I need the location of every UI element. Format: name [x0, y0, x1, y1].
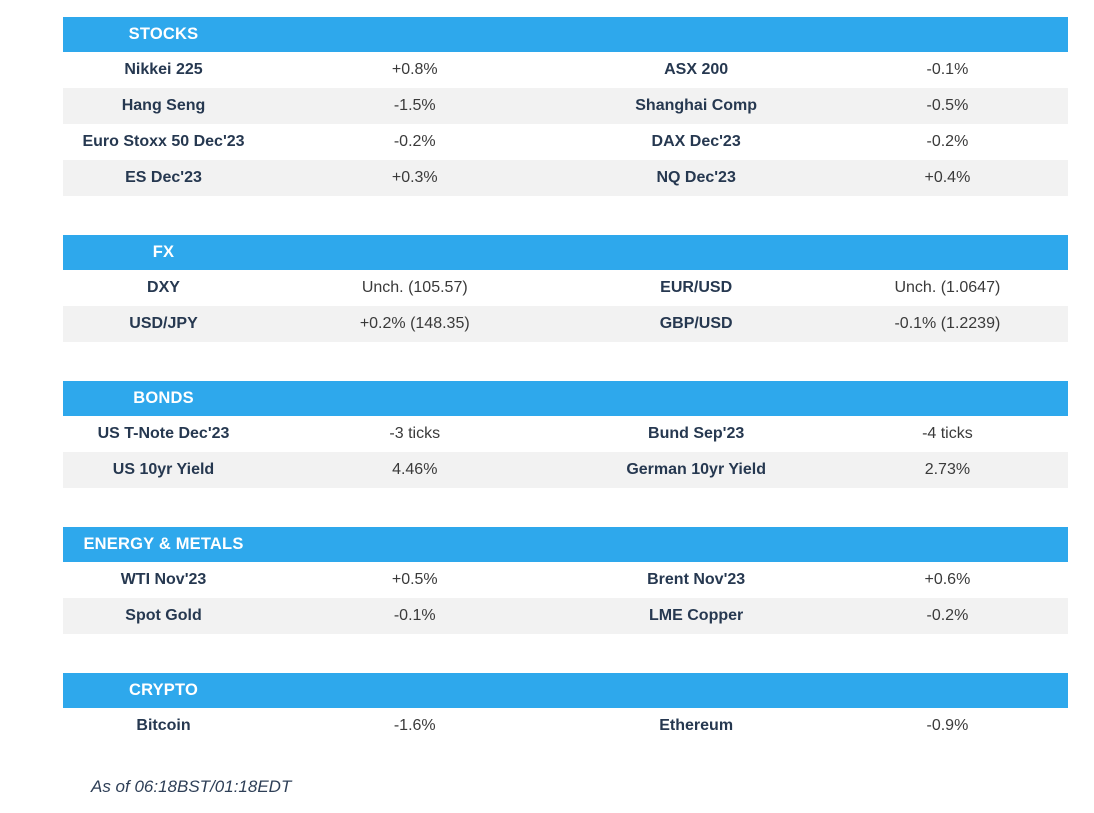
instrument-change: -0.2% [826, 124, 1068, 160]
instrument-name: Shanghai Comp [565, 88, 827, 124]
instrument-name: Bund Sep'23 [565, 416, 827, 452]
instrument-change: -1.5% [264, 88, 566, 124]
instrument-change: -0.1% (1.2239) [826, 306, 1068, 342]
table-row: Euro Stoxx 50 Dec'23 -0.2% DAX Dec'23 -0.2% [63, 124, 1068, 160]
instrument-change: +0.4% [826, 160, 1068, 196]
section-bonds: BONDS US T-Note Dec'23 -3 ticks Bund Sep'23… [63, 381, 1068, 488]
instrument-change: +0.8% [264, 52, 566, 88]
instrument-change: -0.1% [826, 52, 1068, 88]
instrument-change: -0.2% [264, 124, 566, 160]
instrument-name: USD/JPY [63, 306, 264, 342]
section-title: CRYPTO [63, 673, 264, 708]
section-header-bar [826, 17, 1068, 52]
section-title: STOCKS [63, 17, 264, 52]
section-title: ENERGY & METALS [63, 527, 264, 562]
section-fx: FX DXY Unch. (105.57) EUR/USD Unch. (1.0647)… [63, 235, 1068, 342]
section-header-bar [565, 527, 827, 562]
section-header: BONDS [63, 381, 1068, 416]
instrument-name: Ethereum [565, 708, 827, 744]
section-crypto: CRYPTO Bitcoin -1.6% Ethereum -0.9% [63, 673, 1068, 744]
section-header-bar [264, 527, 566, 562]
section-header: STOCKS [63, 17, 1068, 52]
instrument-name: NQ Dec'23 [565, 160, 827, 196]
table-row: USD/JPY +0.2% (148.35) GBP/USD -0.1% (1.223… [63, 306, 1068, 342]
instrument-name: Brent Nov'23 [565, 562, 827, 598]
section-title: FX [63, 235, 264, 270]
sections-container: STOCKS Nikkei 225 +0.8% ASX 200 -0.1% Hang Se… [63, 17, 1094, 744]
instrument-name: Spot Gold [63, 598, 264, 634]
instrument-name: DAX Dec'23 [565, 124, 827, 160]
section-header-bar [565, 673, 827, 708]
instrument-name: German 10yr Yield [565, 452, 827, 488]
instrument-name: ASX 200 [565, 52, 827, 88]
instrument-name: LME Copper [565, 598, 827, 634]
instrument-change: Unch. (105.57) [264, 270, 566, 306]
section-header: ENERGY & METALS [63, 527, 1068, 562]
instrument-name: US 10yr Yield [63, 452, 264, 488]
section-header-bar [826, 673, 1068, 708]
instrument-name: US T-Note Dec'23 [63, 416, 264, 452]
instrument-change: +0.5% [264, 562, 566, 598]
section-stocks: STOCKS Nikkei 225 +0.8% ASX 200 -0.1% Hang Se… [63, 17, 1068, 196]
section-title: BONDS [63, 381, 264, 416]
table-row: Bitcoin -1.6% Ethereum -0.9% [63, 708, 1068, 744]
table-row: ES Dec'23 +0.3% NQ Dec'23 +0.4% [63, 160, 1068, 196]
section-header-bar [826, 235, 1068, 270]
instrument-change: +0.6% [826, 562, 1068, 598]
instrument-change: -4 ticks [826, 416, 1068, 452]
section-header-bar [826, 527, 1068, 562]
table-row: Nikkei 225 +0.8% ASX 200 -0.1% [63, 52, 1068, 88]
as-of-timestamp: As of 06:18BST/01:18EDT [91, 777, 292, 796]
section-header-bar [264, 381, 566, 416]
instrument-name: Bitcoin [63, 708, 264, 744]
table-row: DXY Unch. (105.57) EUR/USD Unch. (1.0647) [63, 270, 1068, 306]
instrument-change: +0.3% [264, 160, 566, 196]
instrument-change: -0.9% [826, 708, 1068, 744]
instrument-name: WTI Nov'23 [63, 562, 264, 598]
instrument-change: -3 ticks [264, 416, 566, 452]
section-header-bar [264, 17, 566, 52]
instrument-change: 4.46% [264, 452, 566, 488]
section-header: CRYPTO [63, 673, 1068, 708]
table-row: Spot Gold -0.1% LME Copper -0.2% [63, 598, 1068, 634]
instrument-name: ES Dec'23 [63, 160, 264, 196]
section-header-bar [565, 381, 827, 416]
instrument-change: -0.2% [826, 598, 1068, 634]
instrument-name: Hang Seng [63, 88, 264, 124]
instrument-name: Euro Stoxx 50 Dec'23 [63, 124, 264, 160]
instrument-change: Unch. (1.0647) [826, 270, 1068, 306]
instrument-name: EUR/USD [565, 270, 827, 306]
section-header-bar [264, 235, 566, 270]
instrument-change: -1.6% [264, 708, 566, 744]
table-row: US 10yr Yield 4.46% German 10yr Yield 2.73% [63, 452, 1068, 488]
instrument-name: DXY [63, 270, 264, 306]
table-row: WTI Nov'23 +0.5% Brent Nov'23 +0.6% [63, 562, 1068, 598]
instrument-change: -0.5% [826, 88, 1068, 124]
instrument-name: GBP/USD [565, 306, 827, 342]
section-header-bar [826, 381, 1068, 416]
instrument-change: +0.2% (148.35) [264, 306, 566, 342]
section-header: FX [63, 235, 1068, 270]
instrument-change: 2.73% [826, 452, 1068, 488]
section-header-bar [565, 17, 827, 52]
table-row: US T-Note Dec'23 -3 ticks Bund Sep'23 -4 ti… [63, 416, 1068, 452]
section-energy-metals: ENERGY & METALS WTI Nov'23 +0.5% Brent Nov'… [63, 527, 1068, 634]
instrument-change: -0.1% [264, 598, 566, 634]
instrument-name: Nikkei 225 [63, 52, 264, 88]
table-row: Hang Seng -1.5% Shanghai Comp -0.5% [63, 88, 1068, 124]
section-header-bar [565, 235, 827, 270]
section-header-bar [264, 673, 566, 708]
